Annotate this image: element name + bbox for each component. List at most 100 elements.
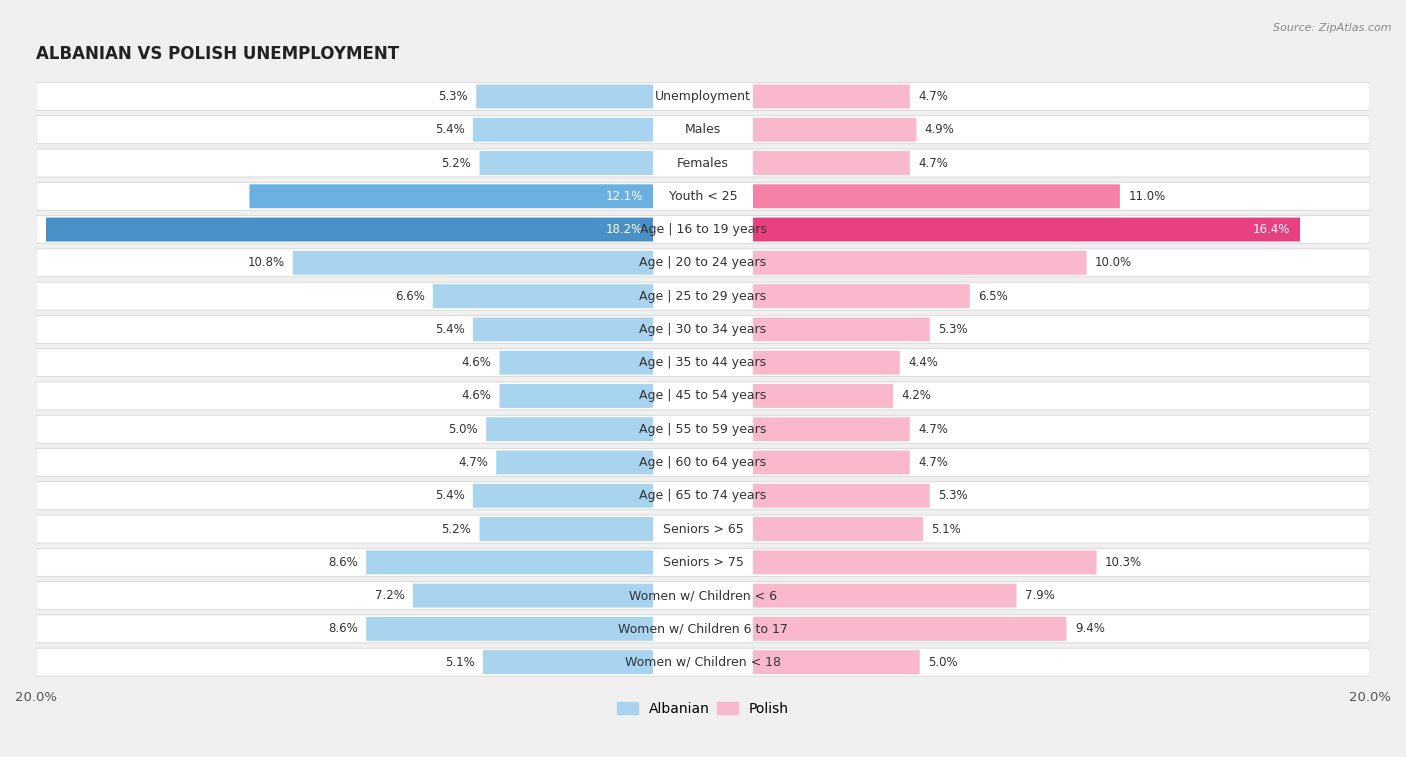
- FancyBboxPatch shape: [413, 584, 652, 608]
- Text: Age | 65 to 74 years: Age | 65 to 74 years: [640, 489, 766, 502]
- Text: Youth < 25: Youth < 25: [669, 190, 737, 203]
- FancyBboxPatch shape: [37, 515, 1369, 543]
- FancyBboxPatch shape: [754, 350, 900, 375]
- FancyBboxPatch shape: [754, 450, 910, 475]
- FancyBboxPatch shape: [754, 118, 917, 142]
- Text: 4.7%: 4.7%: [918, 90, 948, 103]
- Text: 4.6%: 4.6%: [461, 356, 491, 369]
- Text: Source: ZipAtlas.com: Source: ZipAtlas.com: [1274, 23, 1392, 33]
- FancyBboxPatch shape: [37, 481, 1369, 509]
- FancyBboxPatch shape: [499, 350, 652, 375]
- Text: Age | 20 to 24 years: Age | 20 to 24 years: [640, 257, 766, 269]
- Text: Age | 45 to 54 years: Age | 45 to 54 years: [640, 389, 766, 403]
- FancyBboxPatch shape: [754, 550, 1097, 575]
- FancyBboxPatch shape: [37, 316, 1369, 344]
- FancyBboxPatch shape: [37, 216, 1369, 244]
- Text: Age | 16 to 19 years: Age | 16 to 19 years: [640, 223, 766, 236]
- Text: Males: Males: [685, 123, 721, 136]
- Text: 5.1%: 5.1%: [931, 522, 962, 535]
- FancyBboxPatch shape: [754, 584, 1017, 608]
- FancyBboxPatch shape: [37, 83, 1369, 111]
- FancyBboxPatch shape: [754, 184, 1119, 208]
- FancyBboxPatch shape: [754, 85, 910, 108]
- FancyBboxPatch shape: [754, 284, 970, 308]
- Text: 5.2%: 5.2%: [441, 522, 471, 535]
- Text: 10.8%: 10.8%: [247, 257, 284, 269]
- Text: 5.2%: 5.2%: [441, 157, 471, 170]
- FancyBboxPatch shape: [46, 217, 652, 241]
- FancyBboxPatch shape: [37, 548, 1369, 576]
- Text: 8.6%: 8.6%: [328, 622, 359, 635]
- Text: 10.0%: 10.0%: [1095, 257, 1132, 269]
- Text: 5.4%: 5.4%: [434, 123, 464, 136]
- FancyBboxPatch shape: [37, 282, 1369, 310]
- FancyBboxPatch shape: [472, 484, 652, 508]
- Text: 7.2%: 7.2%: [374, 589, 405, 602]
- Text: 5.4%: 5.4%: [434, 489, 464, 502]
- FancyBboxPatch shape: [754, 251, 1087, 275]
- Text: Age | 25 to 29 years: Age | 25 to 29 years: [640, 290, 766, 303]
- Text: 4.4%: 4.4%: [908, 356, 938, 369]
- Text: 4.7%: 4.7%: [918, 157, 948, 170]
- Text: Women w/ Children < 18: Women w/ Children < 18: [626, 656, 780, 668]
- FancyBboxPatch shape: [37, 182, 1369, 210]
- FancyBboxPatch shape: [249, 184, 652, 208]
- FancyBboxPatch shape: [482, 650, 652, 674]
- FancyBboxPatch shape: [754, 617, 1067, 641]
- Text: 10.3%: 10.3%: [1105, 556, 1142, 569]
- Text: 8.6%: 8.6%: [328, 556, 359, 569]
- FancyBboxPatch shape: [479, 517, 652, 541]
- FancyBboxPatch shape: [496, 450, 652, 475]
- FancyBboxPatch shape: [37, 416, 1369, 443]
- Text: 4.9%: 4.9%: [925, 123, 955, 136]
- Text: 5.4%: 5.4%: [434, 323, 464, 336]
- FancyBboxPatch shape: [477, 85, 652, 108]
- Text: 4.7%: 4.7%: [918, 456, 948, 469]
- Text: Age | 60 to 64 years: Age | 60 to 64 years: [640, 456, 766, 469]
- FancyBboxPatch shape: [37, 382, 1369, 410]
- Text: Women w/ Children 6 to 17: Women w/ Children 6 to 17: [619, 622, 787, 635]
- FancyBboxPatch shape: [754, 517, 924, 541]
- Text: 16.4%: 16.4%: [1253, 223, 1289, 236]
- Text: 5.3%: 5.3%: [439, 90, 468, 103]
- Text: 18.2%: 18.2%: [606, 223, 643, 236]
- Text: 5.0%: 5.0%: [928, 656, 957, 668]
- Legend: Albanian, Polish: Albanian, Polish: [612, 696, 794, 721]
- FancyBboxPatch shape: [37, 116, 1369, 144]
- Text: Age | 35 to 44 years: Age | 35 to 44 years: [640, 356, 766, 369]
- Text: Unemployment: Unemployment: [655, 90, 751, 103]
- FancyBboxPatch shape: [754, 484, 929, 508]
- FancyBboxPatch shape: [37, 149, 1369, 177]
- Text: Seniors > 75: Seniors > 75: [662, 556, 744, 569]
- FancyBboxPatch shape: [366, 550, 652, 575]
- Text: 5.3%: 5.3%: [938, 489, 967, 502]
- FancyBboxPatch shape: [37, 448, 1369, 476]
- Text: Age | 30 to 34 years: Age | 30 to 34 years: [640, 323, 766, 336]
- FancyBboxPatch shape: [754, 650, 920, 674]
- FancyBboxPatch shape: [486, 417, 652, 441]
- Text: Females: Females: [678, 157, 728, 170]
- FancyBboxPatch shape: [754, 384, 893, 408]
- Text: 9.4%: 9.4%: [1074, 622, 1105, 635]
- Text: 5.0%: 5.0%: [449, 422, 478, 436]
- FancyBboxPatch shape: [433, 284, 652, 308]
- Text: 5.3%: 5.3%: [938, 323, 967, 336]
- FancyBboxPatch shape: [366, 617, 652, 641]
- Text: 6.6%: 6.6%: [395, 290, 425, 303]
- FancyBboxPatch shape: [37, 349, 1369, 377]
- Text: ALBANIAN VS POLISH UNEMPLOYMENT: ALBANIAN VS POLISH UNEMPLOYMENT: [37, 45, 399, 64]
- FancyBboxPatch shape: [479, 151, 652, 175]
- Text: 5.1%: 5.1%: [444, 656, 475, 668]
- FancyBboxPatch shape: [37, 581, 1369, 609]
- Text: 7.9%: 7.9%: [1025, 589, 1054, 602]
- Text: 4.7%: 4.7%: [458, 456, 488, 469]
- FancyBboxPatch shape: [37, 615, 1369, 643]
- Text: Age | 55 to 59 years: Age | 55 to 59 years: [640, 422, 766, 436]
- Text: 12.1%: 12.1%: [606, 190, 643, 203]
- FancyBboxPatch shape: [292, 251, 652, 275]
- FancyBboxPatch shape: [37, 249, 1369, 277]
- Text: Seniors > 65: Seniors > 65: [662, 522, 744, 535]
- Text: 11.0%: 11.0%: [1128, 190, 1166, 203]
- Text: Women w/ Children < 6: Women w/ Children < 6: [628, 589, 778, 602]
- FancyBboxPatch shape: [754, 417, 910, 441]
